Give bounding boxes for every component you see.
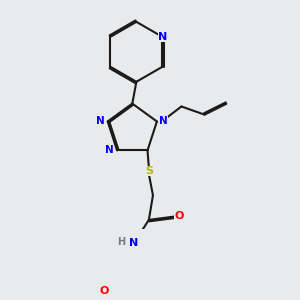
- Text: H: H: [118, 237, 126, 247]
- Text: N: N: [96, 116, 104, 127]
- Text: N: N: [159, 116, 168, 127]
- Text: S: S: [145, 166, 153, 176]
- Text: O: O: [100, 286, 109, 296]
- Text: N: N: [158, 32, 167, 42]
- Text: N: N: [105, 146, 114, 155]
- Text: O: O: [174, 211, 184, 221]
- Text: N: N: [129, 238, 139, 248]
